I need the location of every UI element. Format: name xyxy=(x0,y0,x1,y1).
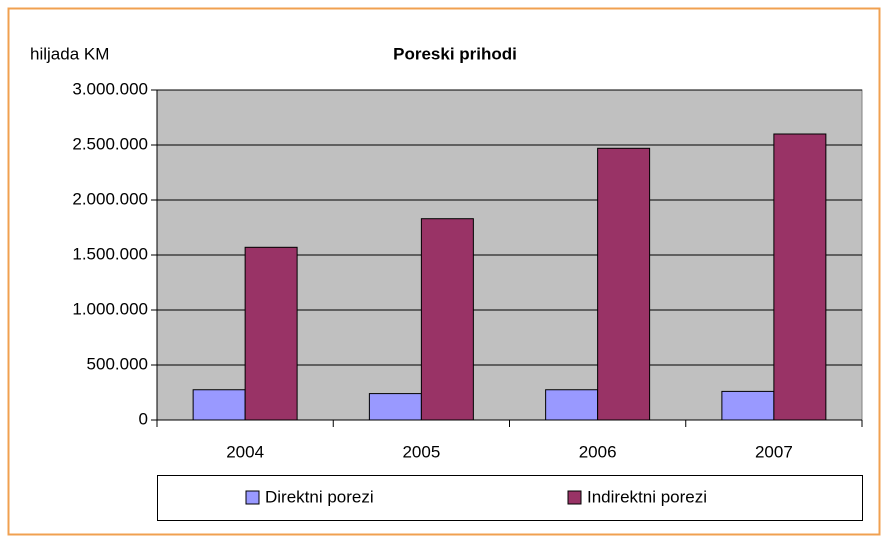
legend xyxy=(157,475,863,521)
bar xyxy=(773,133,827,421)
bar xyxy=(420,218,474,421)
bar xyxy=(244,246,298,421)
x-tick-label: 2004 xyxy=(226,442,264,461)
x-tick-label: 2005 xyxy=(402,442,440,461)
legend-swatch xyxy=(245,490,260,505)
bar xyxy=(721,390,775,421)
legend-label: Direktni porezi xyxy=(265,487,374,506)
y-axis-label: hiljada KM xyxy=(30,44,109,63)
y-tick-label: 2.000.000 xyxy=(72,189,148,208)
x-tick-label: 2006 xyxy=(579,442,617,461)
x-tick-label: 2007 xyxy=(755,442,793,461)
legend-label: Indirektni porezi xyxy=(587,487,707,506)
bar xyxy=(545,389,599,421)
bar xyxy=(192,389,246,421)
legend-swatch xyxy=(567,490,582,505)
chart-title: Poreski prihodi xyxy=(393,44,517,63)
y-tick-label: 2.500.000 xyxy=(72,134,148,153)
y-tick-label: 500.000 xyxy=(87,354,148,373)
y-tick-label: 3.000.000 xyxy=(72,79,148,98)
y-tick-label: 1.000.000 xyxy=(72,299,148,318)
bar xyxy=(368,393,422,421)
y-tick-label: 0 xyxy=(139,409,148,428)
y-tick-label: 1.500.000 xyxy=(72,244,148,263)
bar xyxy=(597,147,651,421)
